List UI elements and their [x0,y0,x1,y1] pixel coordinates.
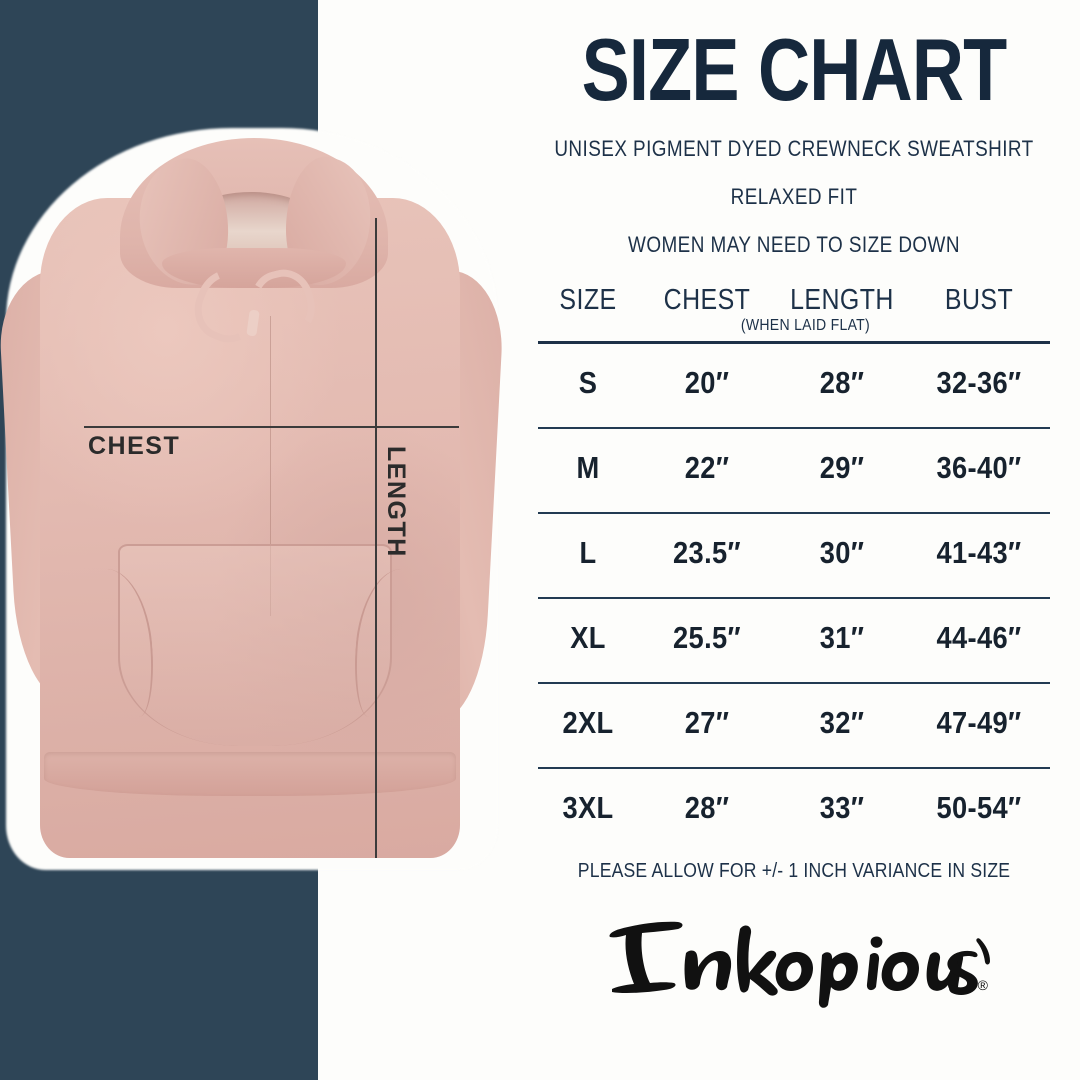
cell-chest: 22″ [684,449,730,485]
cell-bust: 50-54″ [936,789,1022,825]
cell-size: 3XL [562,789,614,825]
table-row: M 22″ 29″ 36-40″ [538,429,1050,506]
center-seam [270,316,271,616]
garment-photo [0,120,520,880]
cell-length: 29″ [819,449,865,485]
cell-size: S [578,364,598,400]
cell-length: 33″ [819,789,865,825]
chart-content: SIZE CHART UNISEX PIGMENT DYED CREWNECK … [508,0,1080,1080]
table-row-divider [538,512,1050,515]
cell-size: M [576,449,600,485]
table-header-row: SIZE CHEST LENGTH BUST [538,284,1050,319]
table-row-divider [538,427,1050,430]
table-row-divider [538,682,1050,685]
subtitle-fit: RELAXED FIT [730,184,858,210]
table-top-rule [538,341,1050,345]
cell-length: 32″ [819,704,865,740]
cell-size: 2XL [562,704,614,740]
table-row: 3XL 28″ 33″ 50-54″ [538,769,1050,846]
inkopious-wordmark-icon [609,922,990,1009]
brand-logo: ® [508,909,1080,1019]
kangaroo-pocket [118,544,392,746]
cell-size: XL [570,619,606,655]
cell-bust: 47-49″ [936,704,1022,740]
cell-bust: 36-40″ [936,449,1022,485]
registered-trademark-symbol: ® [977,977,988,994]
cell-bust: 44-46″ [936,619,1022,655]
length-measurement-label: LENGTH [382,446,410,558]
sweatshirt-body [40,198,460,858]
cell-chest: 27″ [684,704,730,740]
subtitle-sizing-note: WOMEN MAY NEED TO SIZE DOWN [628,232,960,258]
cell-size: L [579,534,597,570]
bottom-hem [44,752,456,796]
size-table: SIZE CHEST LENGTH BUST (WHEN LAID FLAT) … [538,284,1050,883]
cell-length: 30″ [819,534,865,570]
cell-chest: 20″ [684,364,730,400]
length-guide-line [375,218,377,858]
cell-bust: 32-36″ [936,364,1022,400]
subtitle-product: UNISEX PIGMENT DYED CREWNECK SWEATSHIRT [554,136,1034,162]
column-header-size: SIZE [559,284,617,317]
chest-guide-line [84,426,459,428]
table-row-divider [538,597,1050,600]
column-header-length: LENGTH [790,284,894,317]
variance-footnote: PLEASE ALLOW FOR +/- 1 INCH VARIANCE IN … [577,860,1011,883]
table-row: 2XL 27″ 32″ 47-49″ [538,684,1050,761]
table-row: S 20″ 28″ 32-36″ [538,344,1050,421]
table-row-divider [538,767,1050,770]
column-header-chest: CHEST [663,284,751,317]
cell-chest: 25.5″ [673,619,741,655]
column-note-when-laid-flat: (WHEN LAID FLAT) [740,317,870,335]
neck-band [162,248,346,288]
cell-length: 31″ [819,619,865,655]
cell-chest: 23.5″ [673,534,741,570]
table-row: XL 25.5″ 31″ 44-46″ [538,599,1050,676]
chest-measurement-label: CHEST [88,432,181,460]
column-header-bust: BUST [944,284,1014,317]
table-row: L 23.5″ 30″ 41-43″ [538,514,1050,591]
cell-bust: 41-43″ [936,534,1022,570]
page-title: SIZE CHART [581,20,1008,119]
cell-chest: 28″ [684,789,730,825]
cell-length: 28″ [819,364,865,400]
